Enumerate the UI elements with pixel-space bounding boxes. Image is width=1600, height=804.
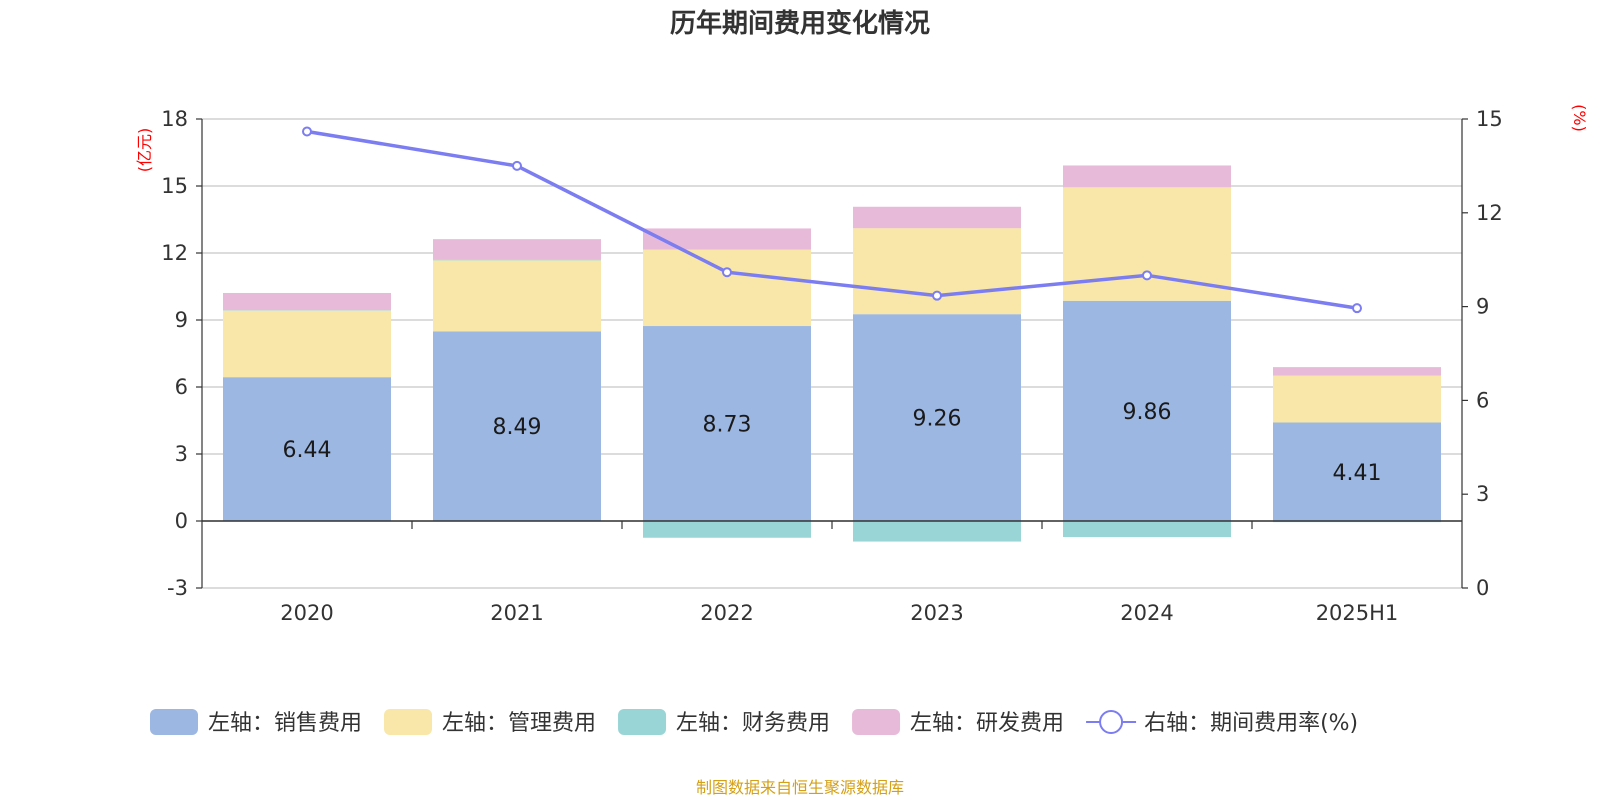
right-tick-label: 6: [1476, 388, 1489, 412]
legend-swatch: [384, 709, 432, 735]
bar-value-label: 4.41: [1333, 461, 1382, 486]
bar-segment: [853, 521, 1021, 542]
x-tick-label: 2020: [280, 601, 333, 625]
plot-area: -3 0 3 6 9 12 15 18 0 3 6 9 12 15 6.44 8.49 8.73 9.26 9.86…: [161, 107, 1502, 625]
x-tick-label: 2021: [490, 601, 543, 625]
bar-value-label: 8.49: [493, 415, 542, 440]
rate-point: [933, 292, 941, 300]
left-tick-label: 18: [161, 107, 188, 131]
left-tick-label: 0: [175, 509, 188, 533]
bar-segment: [853, 207, 1021, 228]
legend-swatch: [618, 709, 666, 735]
bar-segment: [1273, 367, 1441, 375]
rate-point: [1143, 271, 1151, 279]
bar-value-label: 6.44: [283, 438, 332, 463]
legend-label: 左轴：销售费用: [208, 711, 362, 736]
left-tick-label: -3: [167, 576, 188, 600]
x-tick-label: 2023: [910, 601, 963, 625]
left-tick-label: 3: [175, 442, 188, 466]
rate-point: [513, 162, 521, 170]
left-axis-unit: (亿元): [135, 128, 154, 173]
source-note: 制图数据来自恒生聚源数据库: [696, 778, 904, 797]
legend-swatch: [852, 709, 900, 735]
x-tick-label: 2022: [700, 601, 753, 625]
legend-label: 左轴：管理费用: [442, 711, 596, 736]
bar-segment: [853, 228, 1021, 314]
bar-segment: [643, 521, 811, 538]
right-tick-label: 15: [1476, 107, 1503, 131]
legend: 左轴：销售费用 左轴：管理费用 左轴：财务费用 左轴：研发费用 右轴：期间费用率(%): [150, 709, 1358, 736]
legend-swatch: [150, 709, 198, 735]
bar-segment: [223, 311, 391, 378]
x-tick-label: 2025H1: [1316, 601, 1399, 625]
bar-segment: [643, 228, 811, 249]
legend-marker: [1100, 711, 1122, 733]
legend-label: 左轴：财务费用: [676, 711, 830, 736]
bar-segment: [1273, 376, 1441, 423]
bar-value-label: 8.73: [703, 413, 752, 438]
x-tick-label: 2024: [1120, 601, 1173, 625]
bar-segment: [223, 293, 391, 310]
right-tick-label: 12: [1476, 201, 1503, 225]
bar-segment: [1063, 521, 1231, 537]
left-tick-label: 6: [175, 375, 188, 399]
bar-value-label: 9.86: [1123, 400, 1172, 425]
right-tick-label: 9: [1476, 295, 1489, 319]
right-tick-label: 3: [1476, 482, 1489, 506]
rate-point: [723, 268, 731, 276]
bar-segment: [433, 260, 601, 331]
legend-label: 左轴：研发费用: [910, 711, 1064, 736]
right-axis-unit: (%): [1570, 104, 1589, 132]
left-tick-label: 12: [161, 241, 188, 265]
legend-label: 右轴：期间费用率(%): [1144, 711, 1358, 736]
bar-segment: [1063, 165, 1231, 187]
left-tick-label: 15: [161, 174, 188, 198]
rate-point: [303, 128, 311, 136]
rate-point: [1353, 304, 1361, 312]
right-tick-label: 0: [1476, 576, 1489, 600]
left-tick-label: 9: [175, 308, 188, 332]
bar-segment: [643, 250, 811, 326]
bar-value-label: 9.26: [913, 407, 962, 432]
bar-segment: [433, 239, 601, 260]
chart-title: 历年期间费用变化情况: [670, 8, 930, 39]
